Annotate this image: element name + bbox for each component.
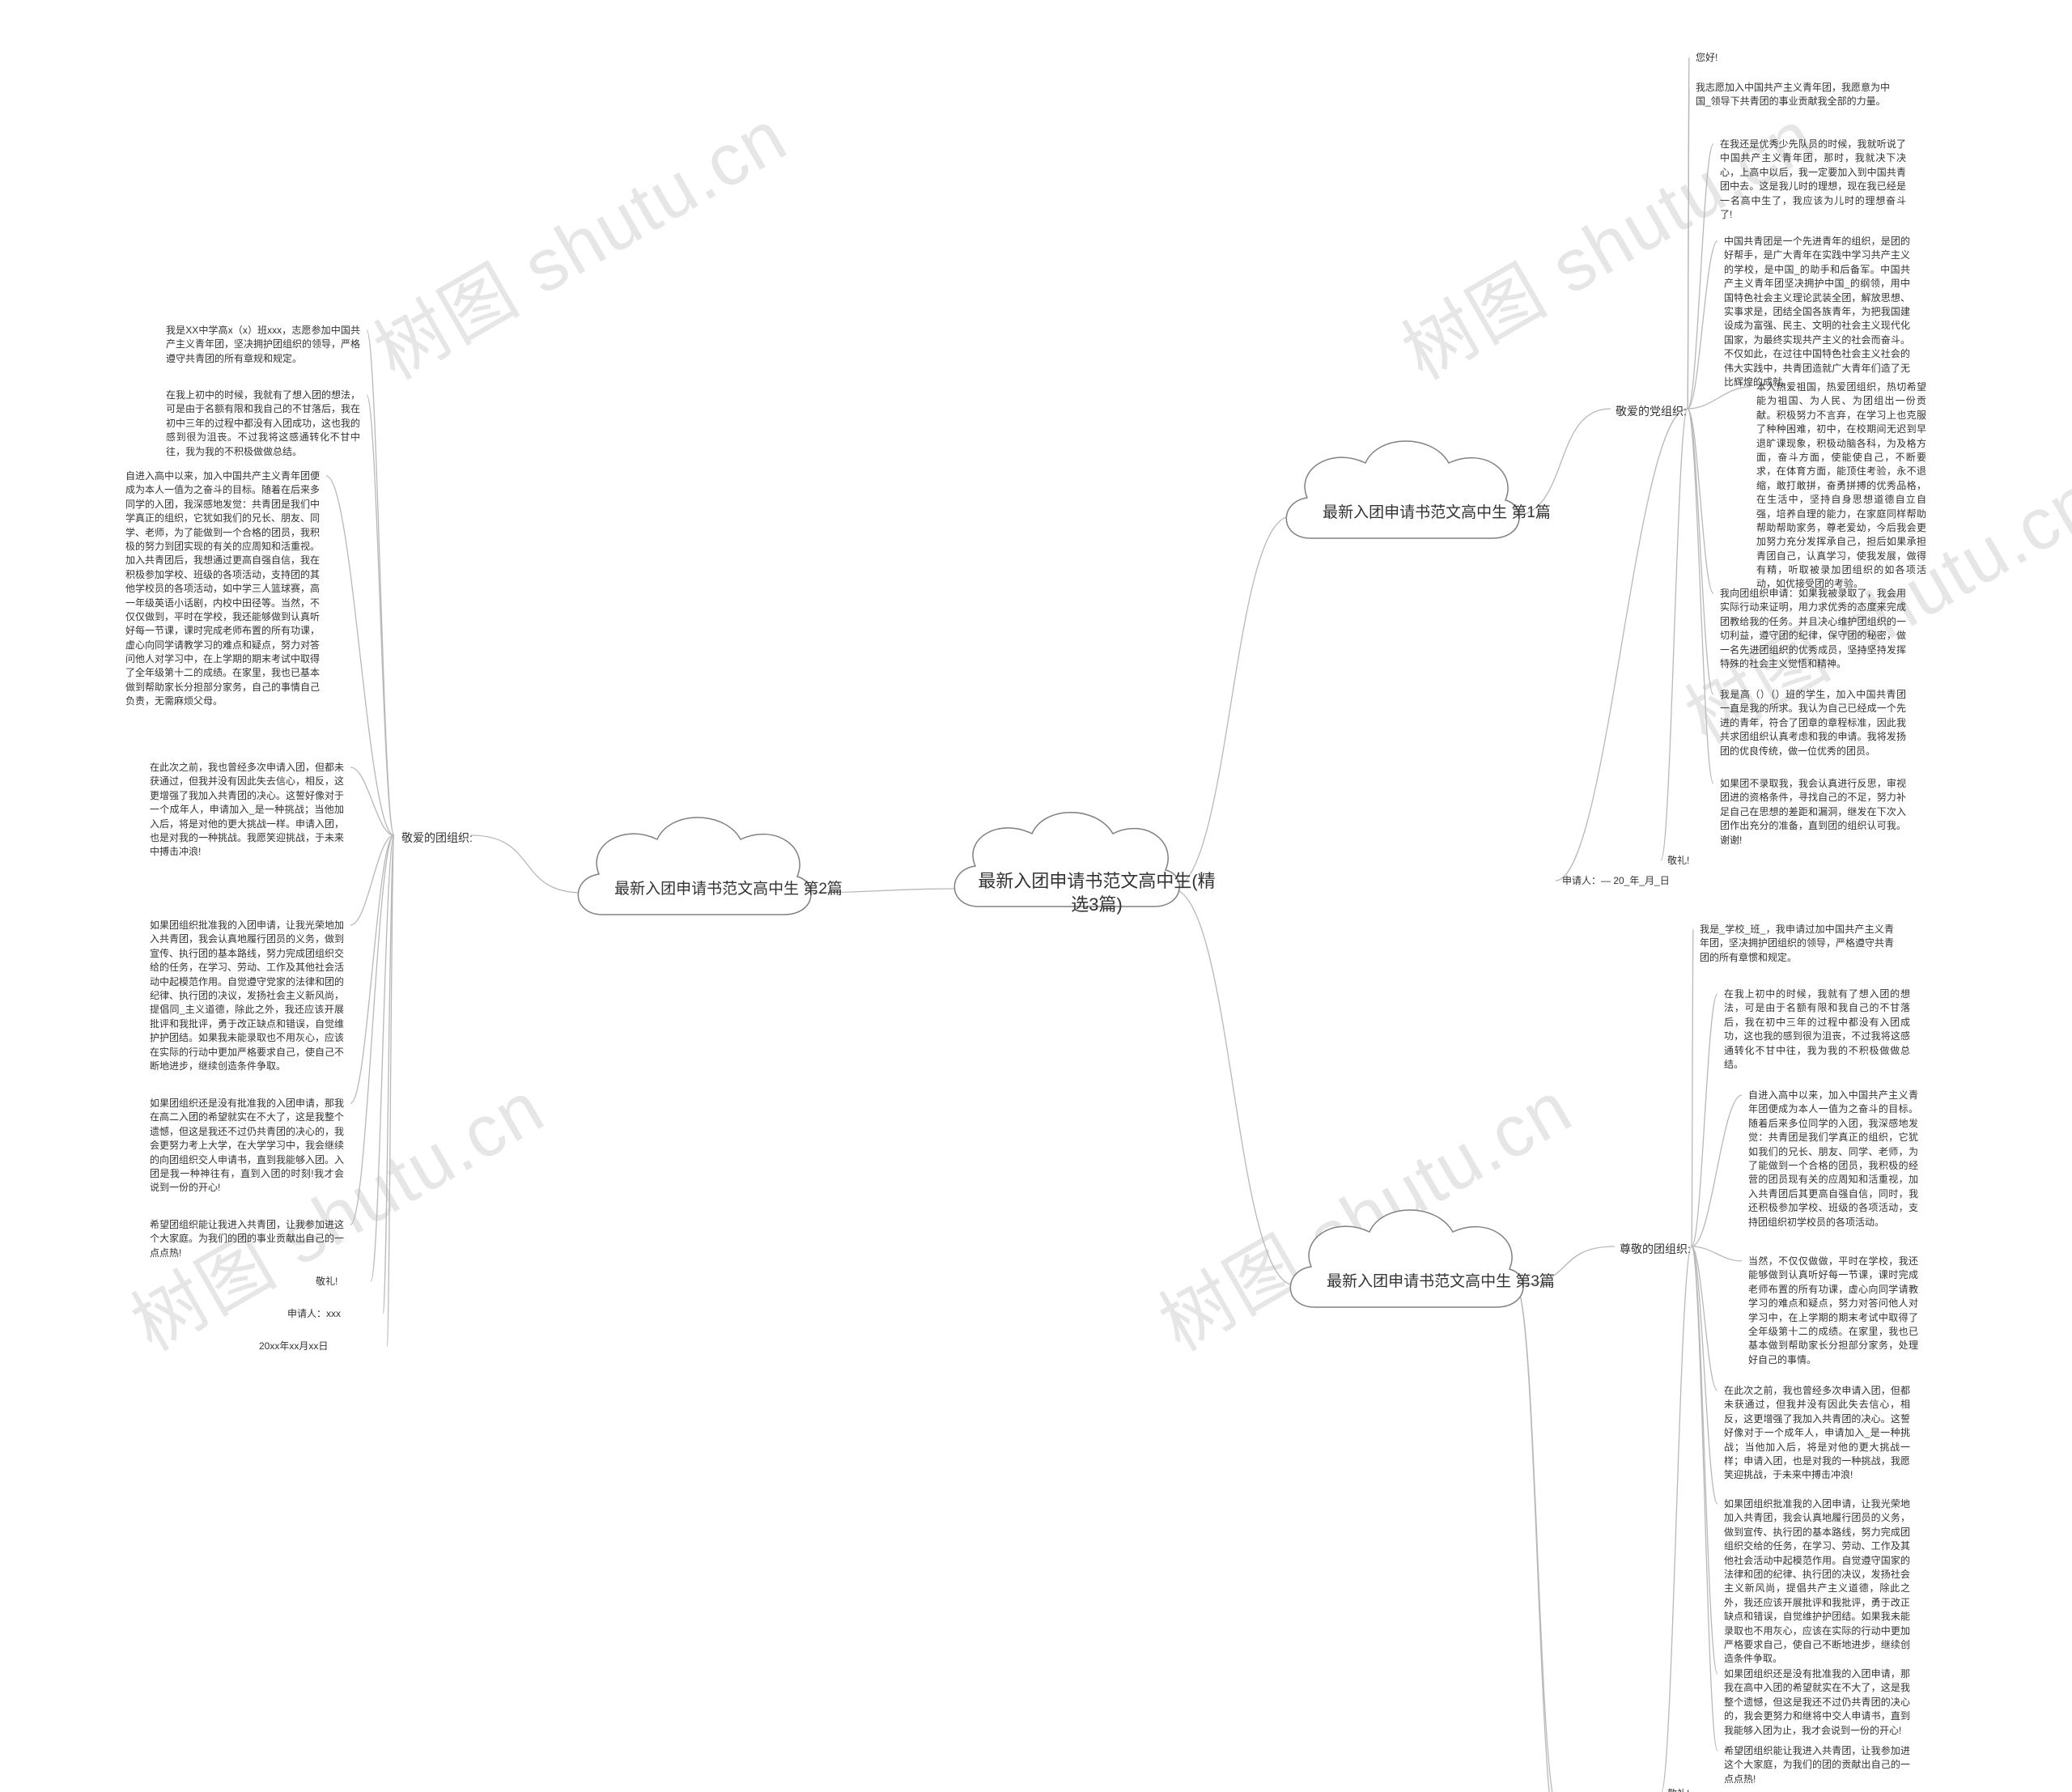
leaves3-leaf: 自进入高中以来，加入中国共产主义青年团便成为本人一值为之奋斗的目标。随着后来多位… [1748,1089,1918,1229]
leaves1-leaf: 在我还是优秀少先队员的时候，我就听说了中国共产主义青年团，那时，我就决下决心，上… [1720,138,1906,222]
leaves3-leaf: 我是_学校_班_，我申请过加中国共产主义青年团，坚决拥护团组织的领导，严格遵守共… [1700,923,1894,965]
leaves2-leaf: 申请人：xxx [287,1307,376,1321]
leaves1-leaf: 中国共青团是一个先进青年的组织，是团的好帮手，是广大青年在实践中学习共产主义的学… [1724,235,1910,389]
leaves1-leaf: 我志愿加入中国共产主义青年团，我愿意为中国_领导下共青团的事业贡献我全部的力量。 [1696,81,1890,109]
child-node-1: 最新入团申请书范文高中生 第1篇 [1275,421,1526,575]
leaves2-leaf: 自进入高中以来，加入中国共产主义青年团便成为本人一值为之奋斗的目标。随着在后来多… [125,469,320,709]
leaves3-leaf: 在我上初中的时候，我就有了想入团的想法，可是由于名额有限和我自己的不甘落后，我在… [1724,987,1910,1072]
leaves3-leaf: 敬礼! [1667,1787,1716,1792]
hub-label-2: 敬爱的团组织: [401,830,473,846]
leaves2-leaf: 在此次之前，我也曾经多次申请入团，但都未获通过，但我并没有因此失去信心，相反，这… [150,761,344,860]
leaves1-leaf: 我向团组织申请：如果我被录取了，我会用实际行动来证明，用力求优秀的态度来完成团教… [1720,587,1906,671]
center-node-label: 最新入团申请书范文高中生(精选3篇) [943,870,1250,916]
leaves3-leaf: 当然，不仅仅做做，平时在学校，我还能够做到认真听好每一节课，课时完成老师布置的所… [1748,1255,1918,1367]
child-node-3-label: 最新入团申请书范文高中生 第3篇 [1279,1272,1603,1293]
cloud-shape [567,797,817,951]
leaves1-leaf: 本人热爱祖国，热爱团组织，热切希望能为祖国、为人民、为团组出一份贡献。积极努力不… [1756,380,1926,592]
leaves2-leaf: 如果团组织还是没有批准我的入团申请，那我在高二入团的希望就实在不大了，这是我整个… [150,1097,344,1195]
leaves1-leaf: 我是高（）（）班的学生，加入中国共青团一直是我的所求。我认为自己已经成一个先进的… [1720,688,1906,758]
child-node-3: 最新入团申请书范文高中生 第3篇 [1279,1190,1530,1344]
child-node-1-label: 最新入团申请书范文高中生 第1篇 [1275,503,1599,524]
leaves1-leaf: 申请人：— 20_年_月_日 [1562,874,1675,888]
hub-label-3: 尊敬的团组织: [1620,1241,1691,1257]
hub-label-1: 敬爱的党组织: [1616,403,1687,419]
child-node-2: 最新入团申请书范文高中生 第2篇 [567,797,817,951]
leaves3-leaf: 如果团组织还是没有批准我的入团申请，那我在高中入团的希望就实在不大了，这是我整个… [1724,1667,1910,1738]
watermark: 树图 shutu.cn [352,79,802,399]
leaves2-leaf: 20xx年xx月xx日 [259,1340,380,1353]
leaves3-leaf: 在此次之前，我也曾经多次申请入团，但都未获通过，但我并没有因此失去信心，相反，这… [1724,1384,1910,1483]
leaves2-leaf: 如果团组织批准我的入团申请，让我光荣地加入共青团，我会认真地履行团员的义务，做到… [150,919,344,1073]
leaves3-leaf: 如果团组织批准我的入团申请，让我光荣地加入共青团，我会认真地履行团员的义务，做到… [1724,1497,1910,1667]
child-node-2-label: 最新入团申请书范文高中生 第2篇 [567,880,890,900]
leaves2-leaf: 希望团组织能让我进入共青团，让我参加进这个大家庭。为我们的团的事业贡献出自己的一… [150,1218,344,1260]
center-node: 最新入团申请书范文高中生(精选3篇) [943,793,1186,943]
leaves2-leaf: 我是XX中学高x（x）班xxx，志愿参加中国共产主义青年团，坚决拥护团组织的领导… [166,324,360,366]
cloud-shape [1279,1190,1530,1344]
leaves1-leaf: 敬礼! [1667,854,1716,868]
cloud-shape [943,793,1186,943]
leaves2-leaf: 在我上初中的时候，我就有了想入团的想法，可是由于名额有限和我自己的不甘落后，我在… [166,389,360,459]
leaves1-leaf: 您好! [1696,51,1744,65]
leaves1-leaf: 如果团不录取我，我会认真进行反思，审视团进的资格条件，寻找自己的不足，努力补足自… [1720,777,1906,847]
leaves2-leaf: 敬礼! [316,1275,364,1289]
leaves3-leaf: 希望团组织能让我进入共青团，让我参加进这个大家庭，为我们的团的贡献出自己的一点点… [1724,1744,1910,1786]
cloud-shape [1275,421,1526,575]
mindmap-stage: 树图 shutu.cn 树图 shutu.cn 树图 shutu.cn 树图 s… [0,0,2072,1792]
